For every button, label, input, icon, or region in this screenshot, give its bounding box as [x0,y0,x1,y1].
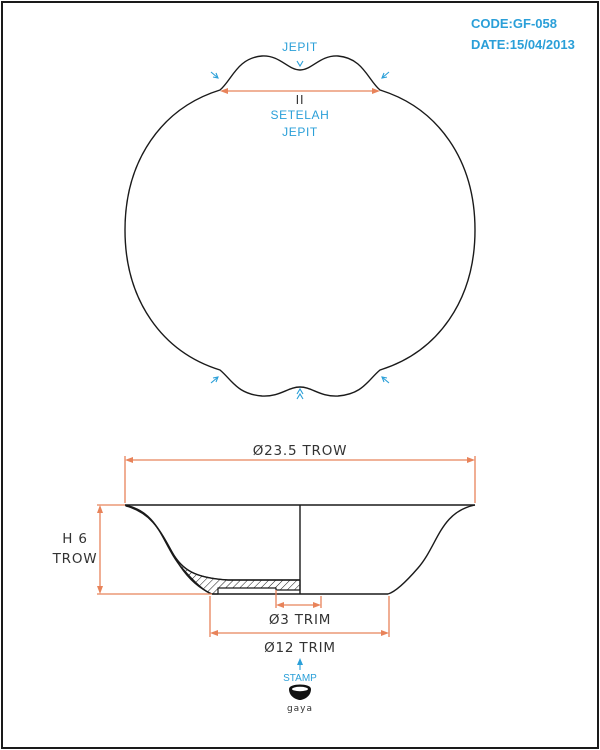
pinch-arrow-top-right-icon [381,71,390,79]
top-view-outline [124,55,476,397]
height-label-line1: H 6 [62,531,87,547]
after-pinch-label-line2: JEPIT [282,125,318,139]
height-dimension [97,504,212,595]
stamp-label: STAMP [283,673,317,684]
pinch-arrow-bottom-left-icon [210,376,219,384]
pinch-arrow-bottom-icon [296,387,304,400]
date-label: DATE:15/04/2013 [471,37,575,52]
inner-trim-label: Ø3 TRIM [269,612,331,628]
bowl-inner-profile [127,505,300,581]
pinch-width-dimension [220,88,380,94]
outer-trim-label: Ø12 TRIM [264,640,336,656]
rim-diameter-label: Ø23.5 TROW [253,443,348,459]
after-pinch-label-line1: SETELAH [271,108,330,122]
bowl-outer-profile-right [387,504,476,595]
bowl-section-hatch [125,505,301,595]
stamp-brand: gaya [287,704,313,714]
pinch-label: JEPIT [282,40,318,54]
stamp-logo-icon [289,684,311,700]
outer-trim-dimension [209,596,390,637]
stamp-pointer-arrow-icon [297,658,303,665]
top-view: JEPIT II SETELAH JEPIT [124,40,476,400]
height-label-line2: TROW [52,551,98,567]
equal-mark: II [296,93,305,107]
pinch-arrow-bottom-right-icon [381,376,390,384]
code-label: CODE:GF-058 [471,16,557,31]
side-view: Ø23.5 TROW H 6 TROW Ø3 TRIM Ø12 [52,443,476,656]
rim-diameter-dimension [124,456,476,503]
inner-trim-dimension [275,590,322,608]
stamp-block: STAMP gaya [283,658,317,714]
pinch-arrow-top-icon [296,60,304,68]
pinch-arrow-top-left-icon [210,71,219,79]
